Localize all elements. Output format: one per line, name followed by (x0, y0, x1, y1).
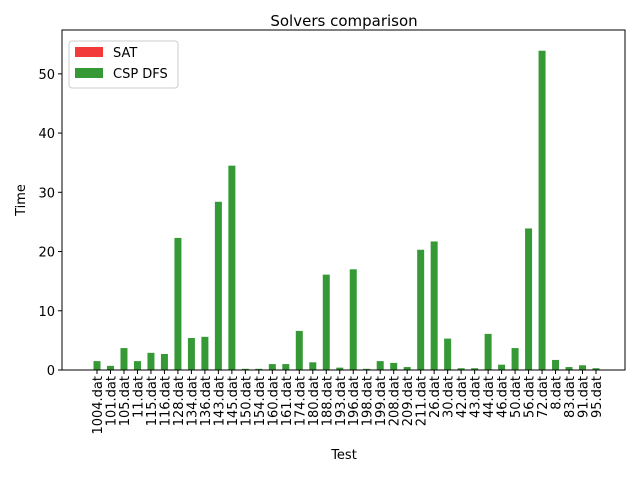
x-tick-label: 128.dat (172, 376, 187, 426)
bar (106, 365, 114, 370)
y-axis-label: Time (14, 184, 29, 217)
x-tick-label: 43.dat (469, 376, 484, 418)
legend-label: CSP DFS (113, 67, 168, 82)
bar (228, 165, 236, 370)
bar (120, 348, 128, 370)
x-tick-label: 91.dat (577, 376, 592, 418)
bar (349, 269, 357, 370)
x-tick-label: 154.dat (253, 376, 268, 426)
x-tick-label: 50.dat (509, 376, 524, 418)
bar (511, 348, 519, 370)
bar (93, 361, 101, 370)
bar (592, 368, 600, 370)
y-tick-label: 40 (38, 127, 55, 142)
y-tick-label: 0 (47, 364, 55, 379)
x-tick-label: 1004.dat (91, 376, 106, 435)
x-tick-label: 161.dat (280, 376, 295, 426)
x-tick-label: 42.dat (455, 376, 470, 418)
x-tick-label: 83.dat (563, 376, 578, 418)
plot-frame (61, 29, 626, 371)
x-tick-label: 199.dat (374, 376, 389, 426)
bar (390, 362, 398, 370)
bar (309, 362, 317, 370)
legend-swatch (75, 68, 103, 78)
x-tick-label: 72.dat (536, 376, 551, 418)
x-tick-label: 105.dat (118, 376, 133, 426)
bar (417, 249, 425, 370)
bar (133, 361, 141, 370)
x-tick-label: 44.dat (482, 376, 497, 418)
x-tick-label: 196.dat (347, 376, 362, 426)
bar (201, 336, 209, 370)
y-tick-label: 50 (38, 68, 55, 83)
x-tick-label: 46.dat (496, 376, 511, 418)
bar (403, 367, 411, 370)
x-tick-label: 56.dat (523, 376, 538, 418)
bar (336, 367, 344, 370)
x-tick-label: 116.dat (158, 376, 173, 426)
bar (565, 367, 573, 370)
bar (498, 364, 506, 370)
bar (174, 237, 182, 370)
bar (147, 352, 155, 370)
bar (444, 338, 452, 370)
x-tick-label: 188.dat (320, 376, 335, 426)
bar (241, 368, 249, 370)
bar (214, 201, 222, 370)
bar (484, 333, 492, 370)
y-tick-label: 10 (38, 305, 55, 320)
bar (160, 354, 168, 370)
x-tick-label: 115.dat (145, 376, 160, 426)
x-tick-label: 198.dat (361, 376, 376, 426)
x-tick-label: 95.dat (590, 376, 605, 418)
bar (255, 368, 263, 370)
x-tick-label: 136.dat (199, 376, 214, 426)
x-tick-label: 209.dat (401, 376, 416, 426)
bar (430, 241, 438, 370)
x-tick-label: 8.dat (550, 376, 565, 410)
bar (525, 228, 533, 370)
bar (268, 364, 276, 370)
y-tick-label: 20 (38, 246, 55, 261)
x-tick-label: 26.dat (428, 376, 443, 418)
bar (457, 368, 465, 370)
bar (282, 364, 290, 370)
x-tick-label: 211.dat (415, 376, 430, 426)
x-axis-label: Test (330, 448, 357, 463)
x-tick-label: 30.dat (442, 376, 457, 418)
bar (187, 338, 195, 370)
bar (295, 330, 303, 370)
bar (579, 365, 587, 370)
legend-swatch (75, 47, 103, 57)
x-tick-label: 11.dat (131, 376, 146, 418)
bar (363, 368, 371, 370)
x-tick-label: 143.dat (212, 376, 227, 426)
x-tick-label: 208.dat (388, 376, 403, 426)
bar (552, 359, 560, 370)
x-tick-label: 180.dat (307, 376, 322, 426)
x-tick-label: 174.dat (293, 376, 308, 426)
x-tick-label: 134.dat (185, 376, 200, 426)
x-tick-label: 193.dat (334, 376, 349, 426)
x-tick-label: 145.dat (226, 376, 241, 426)
x-tick-label: 150.dat (239, 376, 254, 426)
legend-label: SAT (113, 46, 137, 61)
x-tick-label: 160.dat (266, 376, 281, 426)
bar (538, 50, 546, 370)
bar (471, 368, 479, 370)
chart-title: Solvers comparison (270, 12, 417, 30)
bar (322, 274, 330, 370)
y-tick-label: 30 (38, 186, 55, 201)
bar (376, 361, 384, 370)
x-tick-label: 101.dat (104, 376, 119, 426)
